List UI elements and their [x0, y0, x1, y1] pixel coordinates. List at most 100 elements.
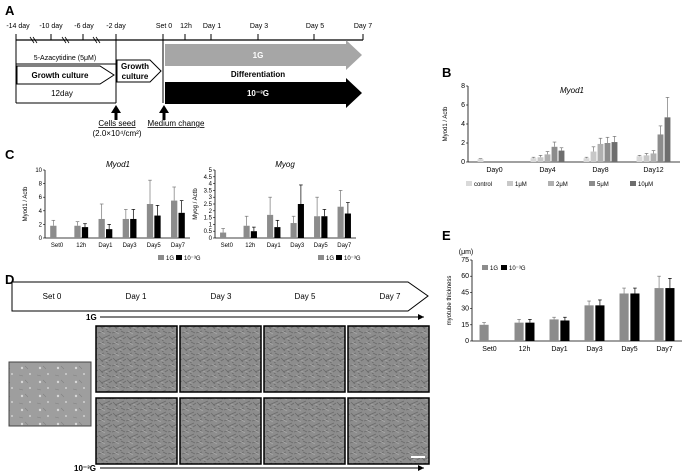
chart-c2-ytick-label-8: 4: [209, 182, 213, 188]
chart-c1-bar-s0-c2: [98, 218, 105, 238]
chart-e-bar-s0-c0: [479, 324, 489, 341]
chart-c1-xtick-label-1: 12h: [76, 243, 86, 249]
chart-b-bar-s1-c3: [643, 155, 650, 162]
chart-c2-bar-s0-c1: [243, 225, 250, 238]
chart-c2-ytick-label-4: 2: [209, 209, 213, 215]
chart-b-ytick-label-0: 0: [461, 159, 465, 166]
tp-4: Set 0: [156, 23, 172, 30]
chart-c1-ytick-label-2: 4: [39, 209, 43, 215]
chart-c1-xtick-label-0: Set0: [51, 243, 64, 249]
chart-e-bar-s1-c3: [595, 305, 605, 341]
chart-b-legend-swatch-4: [630, 181, 636, 186]
arrow-micro-g-label: 10⁻³G: [247, 89, 269, 98]
chart-c2-legend-label-0: 1G: [326, 256, 334, 262]
chart-c1-ytick-label-1: 2: [39, 222, 43, 228]
chart-c2-bar-s0-c3: [290, 223, 297, 238]
cells-seed-arrow: [111, 105, 121, 120]
chart-c2-ytick-label-7: 3.5: [204, 188, 213, 194]
chart-c2-legend-swatch-1: [336, 255, 342, 260]
chart-b-bar-s4-c2: [611, 142, 618, 162]
growth-culture-2-arrow: [116, 59, 162, 83]
chart-b-bar-s3-c1: [551, 146, 558, 162]
tp-6: Day 1: [203, 23, 221, 30]
chart-b-legend-swatch-2: [548, 181, 554, 186]
chart-c2-legend-label-1: 10⁻³G: [344, 256, 361, 262]
chart-e-ytick-label-2: 30: [461, 306, 469, 313]
chart-c2-ytick-label-2: 1: [209, 222, 213, 228]
chart-c1-xtick-label-2: Day1: [98, 243, 113, 249]
panel-e-label: E: [442, 228, 451, 243]
chart-c2-bar-s1-c2: [274, 227, 281, 238]
chart-c1-bar-s0-c3: [122, 218, 129, 238]
chart-c2-ytick-label-3: 1.5: [204, 216, 213, 222]
chart-b-bar-s1-c2: [590, 151, 597, 162]
tp-9: Day 7: [354, 23, 372, 30]
chart-c2-ylabel: Myog / Actb: [193, 188, 199, 220]
chart-c1-bar-s0-c5: [171, 200, 178, 238]
chart-c2-xtick-label-1: 12h: [245, 243, 255, 249]
chart-b-bar-s2-c3: [650, 153, 657, 162]
chart-b-bar-s4-c1: [558, 150, 565, 162]
chart-c1-ytick-label-3: 6: [39, 195, 43, 201]
chart-c2-bar-s1-c5: [344, 213, 351, 238]
chart-b-bar-s3-c2: [604, 143, 611, 162]
chart-e-ytick-label-4: 60: [461, 273, 469, 280]
chart-b: 0 2 4 6 8 Day0 Day4 Day8 Day12 Myod1 Myod1 / Actb c…: [443, 83, 680, 188]
panel-b: B 0 2 4 6 8 Day0 Day4 Day8 Day12 Myod1 Myod1 / Act…: [442, 65, 680, 188]
micrograph-mg-day3: [179, 397, 262, 465]
chart-e-legend-swatch-0: [482, 265, 488, 270]
cells-seed-label: Cells seed: [98, 119, 135, 128]
chart-e-unit: (μm): [459, 249, 474, 256]
chart-e-bar-s1-c4: [630, 293, 640, 341]
micrograph-mg-day5: [263, 397, 346, 465]
chart-b-title: Myod1: [560, 86, 584, 95]
chart-e-legend-swatch-1: [501, 265, 507, 270]
chart-c1-xtick-label-5: Day7: [171, 243, 186, 249]
cells-density-label: (2.0×10⁴/cm²): [92, 129, 141, 138]
chart-b-bar-s4-c3: [664, 117, 671, 162]
chart-c-myog: 00.511.522.533.544.55 Set0 12h Day1 Day3 Day5…: [193, 160, 361, 262]
tp-8: Day 5: [306, 23, 324, 30]
tp-5: 12h: [180, 23, 192, 30]
differentiation-label: Differentiation: [231, 70, 285, 79]
chart-c2-bar-s0-c0: [220, 232, 227, 238]
chart-c1-legend-swatch-0: [158, 255, 164, 260]
chart-e-ylabel: myotube thickness: [447, 276, 453, 326]
chart-c-myod1: 0 2 4 6 8 10 Set0 12h Day1 Day3 Day5 Day7 Myod1 Myod1…: [23, 160, 201, 262]
tp-3: -2 day: [106, 23, 126, 30]
chart-e-legend-label-1: 10⁻³G: [509, 266, 526, 272]
timeline-d-1: Day 1: [126, 292, 147, 301]
chart-c1-bar-s1-c2: [106, 229, 113, 238]
arrow-micro-g: [165, 78, 362, 108]
chart-b-legend-label-2: 2μM: [556, 182, 568, 188]
chart-e-xtick-label-5: Day7: [656, 346, 672, 353]
panel-e: E 0 15 30 45 60 75 Set0 12h Day1 Day3 Day5 Day7 (μm)…: [442, 228, 682, 353]
chart-e-bar-s0-c3: [584, 305, 594, 341]
chart-b-legend-swatch-0: [466, 181, 472, 186]
chart-b-xtick-label-1: Day4: [539, 167, 555, 174]
chart-c2-bar-s0-c5: [337, 206, 344, 238]
chart-b-bar-s2-c1: [544, 154, 551, 162]
micrograph-mg-day1: [95, 397, 178, 465]
chart-c2-bar-s0-c2: [267, 214, 274, 238]
micrograph-1g-day7: [347, 325, 430, 393]
chart-e-ytick-label-0: 0: [465, 338, 469, 345]
chart-b-bar-s2-c2: [597, 143, 604, 162]
chart-c1-ylabel: Myod1 / Actb: [23, 186, 29, 221]
chart-b-legend-swatch-1: [507, 181, 513, 186]
panel-d: D Set 0 Day 1 Day 3 Day 5 Day 7 1G 10⁻³G: [5, 272, 430, 473]
chart-e-ytick-label-3: 45: [461, 289, 469, 296]
duration-label: 12day: [51, 89, 73, 98]
chart-c1-xtick-label-3: Day3: [123, 243, 138, 249]
chart-b-bar-s0-c0: [477, 159, 484, 162]
chart-c2-title: Myog: [275, 160, 295, 169]
chart-c1-bar-s0-c1: [74, 225, 81, 238]
chart-e-bar-s1-c2: [560, 320, 570, 341]
growth-culture-2-line1: Growth: [121, 62, 149, 71]
chart-c1-legend-label-1: 10⁻³G: [184, 256, 201, 262]
chart-b-ytick-label-2: 4: [461, 121, 465, 128]
chart-c1-title: Myod1: [106, 160, 130, 169]
chart-b-bar-s3-c3: [657, 134, 664, 162]
chart-e-xtick-label-1: 12h: [519, 346, 531, 353]
